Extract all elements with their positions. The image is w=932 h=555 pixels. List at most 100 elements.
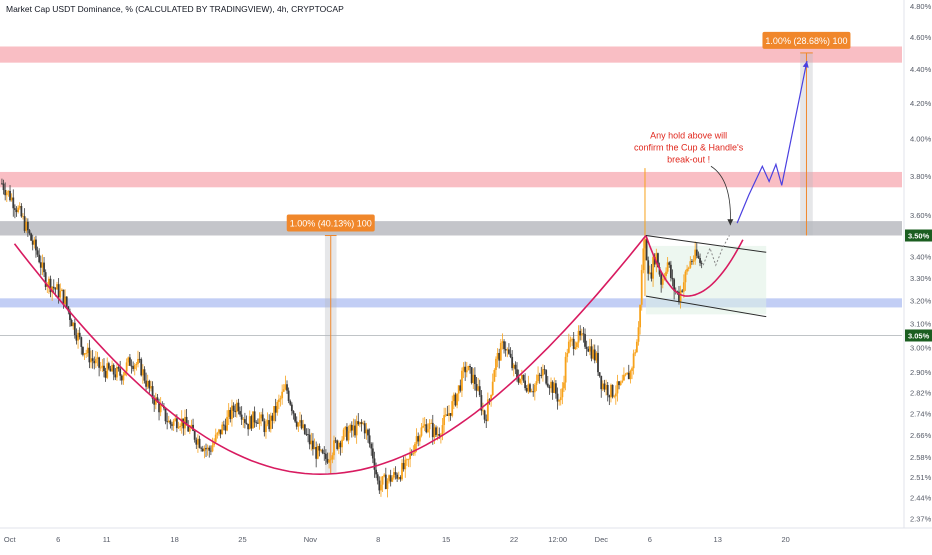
candle-body (435, 427, 437, 436)
price-badge-bg (905, 329, 932, 342)
candle-body (83, 353, 86, 355)
candle-body (669, 264, 672, 278)
candle-body (245, 422, 248, 424)
candle-body (148, 380, 151, 389)
candle-body (619, 382, 622, 386)
candle-body (206, 447, 209, 450)
candle-body (508, 349, 510, 354)
candle-body (86, 347, 89, 354)
measure-label: 1.00% (40.13%) 100 (290, 218, 372, 228)
candle-body (648, 272, 651, 274)
candle-body (171, 424, 173, 426)
candle-body (256, 422, 259, 424)
channel-lower-line (645, 295, 767, 318)
candle-body (600, 375, 603, 390)
candle-body (52, 286, 55, 289)
candle-body (35, 239, 37, 251)
candle-body (263, 421, 266, 433)
candle-body (692, 260, 695, 262)
candle-body (59, 290, 62, 298)
candle-body (352, 425, 355, 431)
candle-body (673, 279, 676, 291)
candle-body (610, 384, 612, 398)
candle-body (477, 386, 480, 391)
candle-body (120, 375, 123, 381)
candle-body (213, 441, 216, 446)
candle-body (281, 391, 284, 399)
candle-body (219, 429, 222, 435)
candle-body (234, 410, 237, 413)
candle-body (482, 410, 484, 412)
candle-body (661, 279, 664, 285)
candle-body (412, 452, 415, 454)
candle-body (399, 477, 402, 480)
candle-body (697, 255, 700, 258)
x-tick-label: 18 (170, 535, 178, 544)
candle-body (49, 278, 52, 293)
candle-body (632, 353, 635, 369)
y-tick-label: 2.37% (910, 515, 932, 524)
candle-body (608, 395, 611, 398)
candle-body (590, 346, 593, 359)
candle-body (470, 367, 473, 383)
candle-body (700, 262, 703, 264)
candle-body (480, 395, 483, 411)
candle-body (635, 341, 638, 353)
candle-body (169, 420, 172, 425)
annotation-arrow (710, 165, 731, 226)
candle-body (341, 439, 343, 448)
candle-body (310, 440, 313, 445)
candle-body (405, 459, 408, 461)
candle-body (151, 386, 154, 399)
candle-body (389, 475, 392, 482)
candle-body (561, 388, 564, 398)
candle-body (10, 197, 13, 201)
candle-body (499, 342, 502, 361)
candle-body (537, 374, 539, 382)
candle-body (286, 384, 288, 391)
candle-body (522, 375, 525, 381)
candle-body (671, 277, 674, 280)
y-tick-label: 3.40% (910, 253, 932, 262)
candle-body (686, 268, 688, 272)
candle-body (393, 472, 395, 478)
candle-body (668, 262, 671, 265)
y-tick-label: 2.58% (910, 453, 932, 462)
candle-body (605, 385, 607, 390)
candle-body (44, 272, 47, 287)
candle-body (273, 406, 275, 421)
y-tick-label: 2.74% (910, 409, 932, 418)
y-tick-label: 3.20% (910, 297, 932, 306)
candle-body (193, 430, 196, 440)
y-tick-label: 4.20% (910, 99, 932, 108)
candle-body (365, 429, 368, 434)
candle-body (208, 447, 211, 451)
candle-body (323, 453, 326, 454)
candle-body (511, 356, 514, 369)
candle-body (36, 250, 39, 255)
annotation-line: confirm the Cup & Handle's (634, 142, 744, 152)
candle-body (248, 416, 251, 430)
candle-body (328, 459, 331, 463)
candle-body (17, 207, 20, 213)
cup-curve (13, 234, 647, 476)
candle-body (321, 449, 324, 454)
x-tick-label: 6 (648, 535, 652, 544)
candle-body (652, 256, 654, 279)
candle-body (684, 271, 687, 283)
candle-body (23, 216, 26, 231)
candle-body (441, 425, 444, 436)
candle-body (631, 368, 633, 371)
candle-body (166, 421, 169, 423)
y-tick-label: 3.60% (910, 211, 932, 220)
candle-body (65, 296, 68, 307)
candle-body (485, 419, 488, 421)
candle-body (386, 480, 389, 490)
projection-arrow (802, 61, 809, 68)
x-tick-label: 8 (376, 535, 380, 544)
candle-body (93, 360, 96, 364)
candle-body (261, 414, 264, 422)
